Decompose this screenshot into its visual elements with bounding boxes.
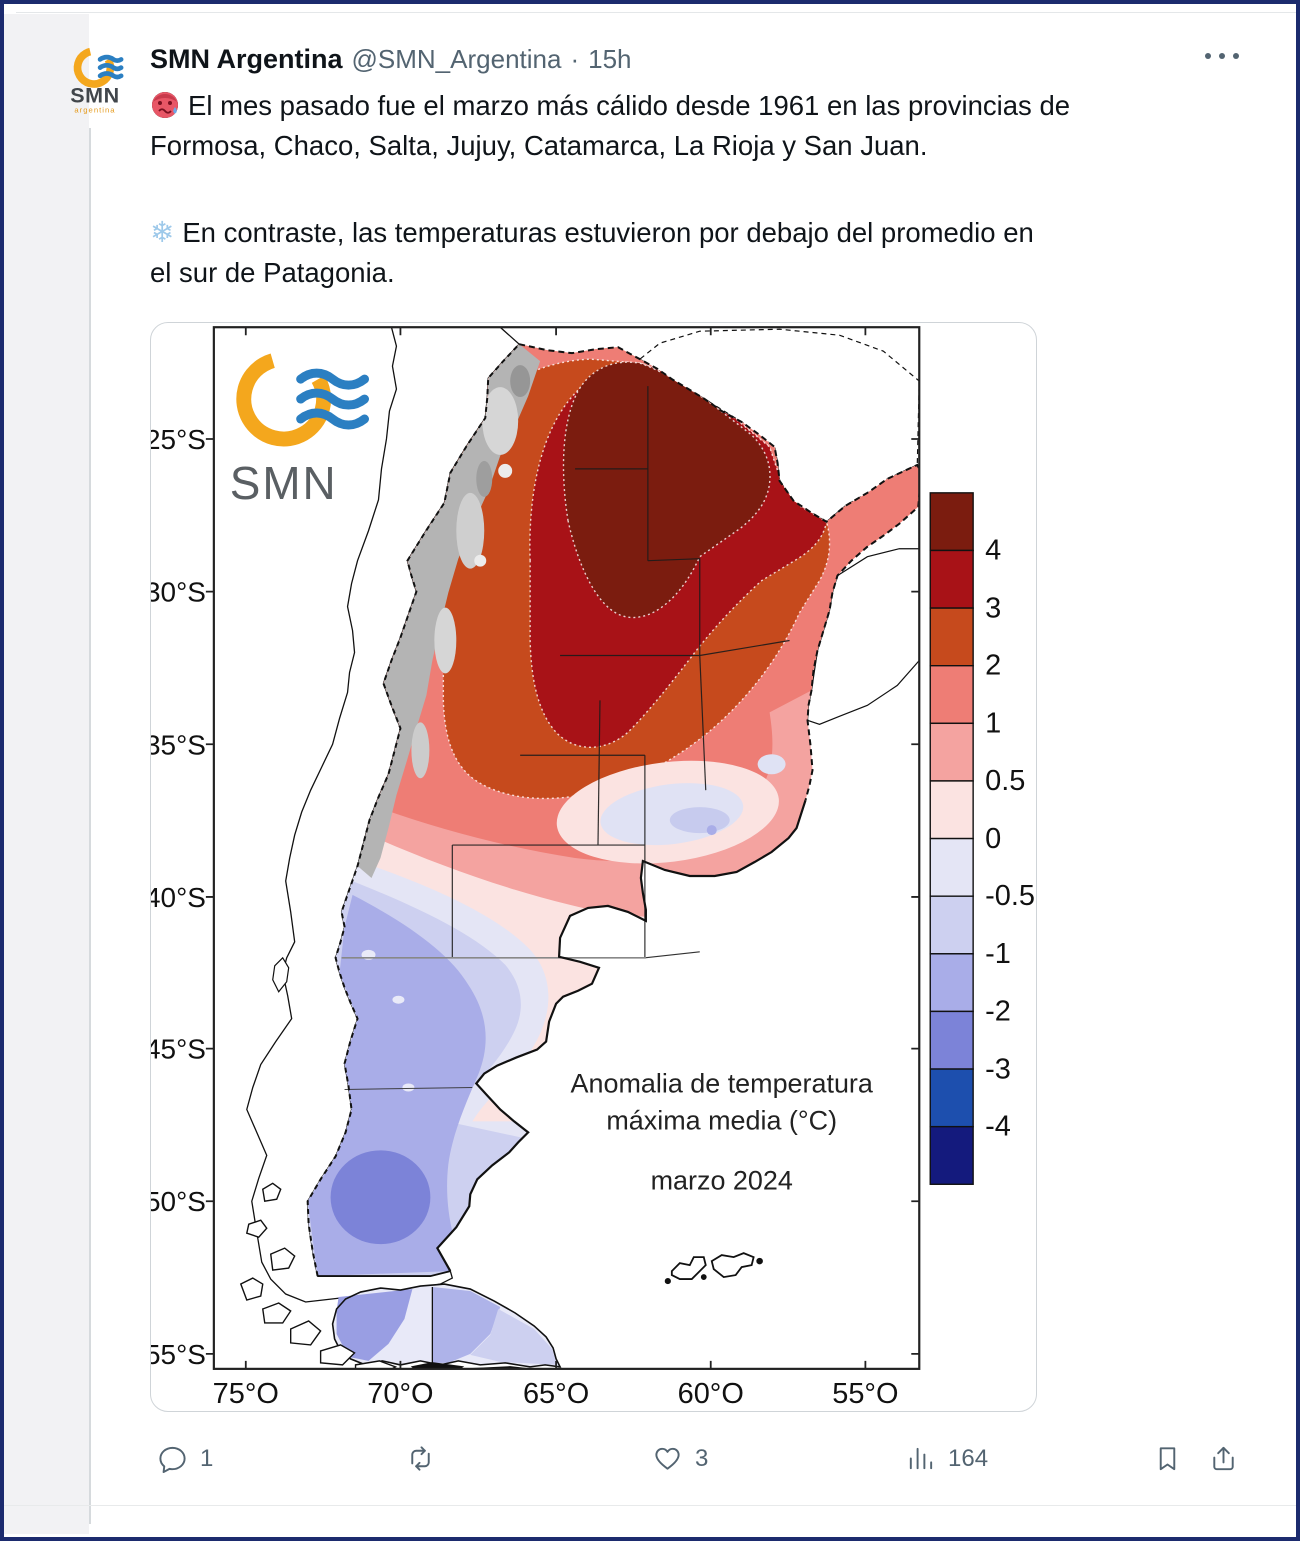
- timestamp[interactable]: 15h: [588, 44, 632, 74]
- retweet-icon: [411, 1446, 430, 1471]
- reply-count: 1: [200, 1444, 214, 1472]
- smn-logo-icon: SMN argentina: [70, 47, 124, 115]
- map-subtitle: marzo 2024: [651, 1165, 793, 1195]
- lon-label: 65°O: [523, 1378, 589, 1410]
- lon-axis-labels: 75°O 70°O 65°O 60°O 55°O: [213, 1378, 899, 1410]
- chilean-islands: [239, 1182, 535, 1369]
- lat-label: 35°S: [151, 729, 206, 760]
- map-logo-label: SMN: [230, 457, 338, 509]
- lat-label: 40°S: [151, 882, 206, 913]
- card-top-border: [16, 12, 1296, 13]
- view-count: 164: [948, 1444, 989, 1472]
- map-annotation: Anomalia de temperatura máxima media (°C…: [571, 1068, 873, 1195]
- bookmark-icon: [1159, 1447, 1176, 1471]
- tweet-body: El mes pasado fue el marzo más cálido de…: [150, 86, 1265, 293]
- colorbar-label: -1: [985, 938, 1011, 970]
- body-line-3: En contraste, las temperaturas estuviero…: [182, 217, 1034, 248]
- body-line-1: El mes pasado fue el marzo más cálido de…: [188, 90, 1071, 121]
- andes-gray: [357, 344, 541, 878]
- malvinas-islands: [664, 1252, 763, 1285]
- retweet-button[interactable]: [405, 1443, 436, 1474]
- province-borders: [344, 386, 790, 1090]
- avatar-org-label: SMN: [70, 83, 119, 107]
- lon-label: 60°O: [678, 1378, 744, 1410]
- analytics-icon: [909, 1447, 933, 1470]
- lat-label: 45°S: [151, 1034, 206, 1065]
- lat-label: 55°S: [151, 1339, 206, 1370]
- colorbar-label: 4: [985, 535, 1001, 567]
- reply-icon: [159, 1446, 186, 1474]
- map-title-line1: Anomalia de temperatura: [571, 1068, 873, 1098]
- colorbar-label: -0.5: [985, 880, 1035, 912]
- tierra-del-fuego: [331, 1283, 562, 1368]
- like-button[interactable]: 3: [652, 1443, 708, 1474]
- more-menu-button[interactable]: [1200, 46, 1248, 74]
- snowflake-emoji: ❄: [150, 215, 175, 249]
- avatar-country-label: argentina: [74, 106, 115, 115]
- lon-label: 70°O: [367, 1378, 433, 1410]
- tweet-actions: 1 3 164: [0, 1443, 1300, 1487]
- tweet-header: SMN Argentina @SMN_Argentina · 15h: [150, 44, 632, 75]
- tweet-media-map[interactable]: SMN Anomalia de temperatura máxima media…: [150, 322, 1037, 1412]
- paraguay-outline: [638, 328, 920, 523]
- share-button[interactable]: [1208, 1443, 1239, 1474]
- colorbar-label: -3: [985, 1054, 1011, 1086]
- colorbar-label: -4: [985, 1110, 1011, 1142]
- colorbar: [929, 492, 974, 1185]
- map-smn-logo: SMN: [230, 351, 370, 509]
- colorbar-label: -2: [985, 996, 1011, 1028]
- separator-dot: ·: [570, 44, 580, 74]
- colorbar-labels: 4 3 2 1 0.5 0 -0.5 -1 -2 -3 -4: [985, 535, 1035, 1143]
- colorbar-label: 1: [985, 707, 1001, 739]
- lon-label: 75°O: [213, 1378, 279, 1410]
- thread-connector-line: [89, 128, 91, 1524]
- reply-button[interactable]: 1: [157, 1443, 213, 1474]
- lat-label: 25°S: [151, 424, 206, 455]
- lat-label: 50°S: [151, 1186, 206, 1217]
- bookmark-button[interactable]: [1152, 1443, 1183, 1474]
- ellipsis-icon: [1205, 53, 1239, 59]
- body-line-4: el sur de Patagonia.: [150, 257, 395, 288]
- map-title-line2: máxima media (°C): [606, 1105, 837, 1135]
- tweet-bottom-divider: [4, 1505, 1296, 1506]
- body-line-2: Formosa, Chaco, Salta, Jujuy, Catamarca,…: [150, 130, 928, 161]
- colorbar-label: 2: [985, 649, 1001, 681]
- heart-icon: [655, 1447, 680, 1470]
- colorbar-label: 3: [985, 593, 1001, 625]
- avatar[interactable]: SMN argentina: [55, 42, 137, 124]
- left-gutter: [4, 14, 89, 1534]
- argentina-anomaly-map: SMN Anomalia de temperatura máxima media…: [151, 326, 1035, 1410]
- views-button[interactable]: 164: [905, 1443, 988, 1474]
- author-name[interactable]: SMN Argentina: [150, 44, 343, 74]
- plot-frame: [205, 326, 921, 1370]
- colorbar-label: 0.5: [985, 765, 1025, 797]
- colorbar-label: 0: [985, 823, 1001, 855]
- hot-face-emoji: [150, 90, 180, 120]
- lon-label: 55°O: [832, 1378, 898, 1410]
- share-icon: [1213, 1446, 1234, 1471]
- like-count: 3: [695, 1444, 709, 1472]
- author-handle[interactable]: @SMN_Argentina: [351, 44, 562, 74]
- lat-label: 30°S: [151, 577, 206, 608]
- lat-axis-labels: 25°S 30°S 35°S 40°S 45°S 50°S 55°S: [151, 424, 206, 1370]
- argentina-outline: [306, 343, 920, 1277]
